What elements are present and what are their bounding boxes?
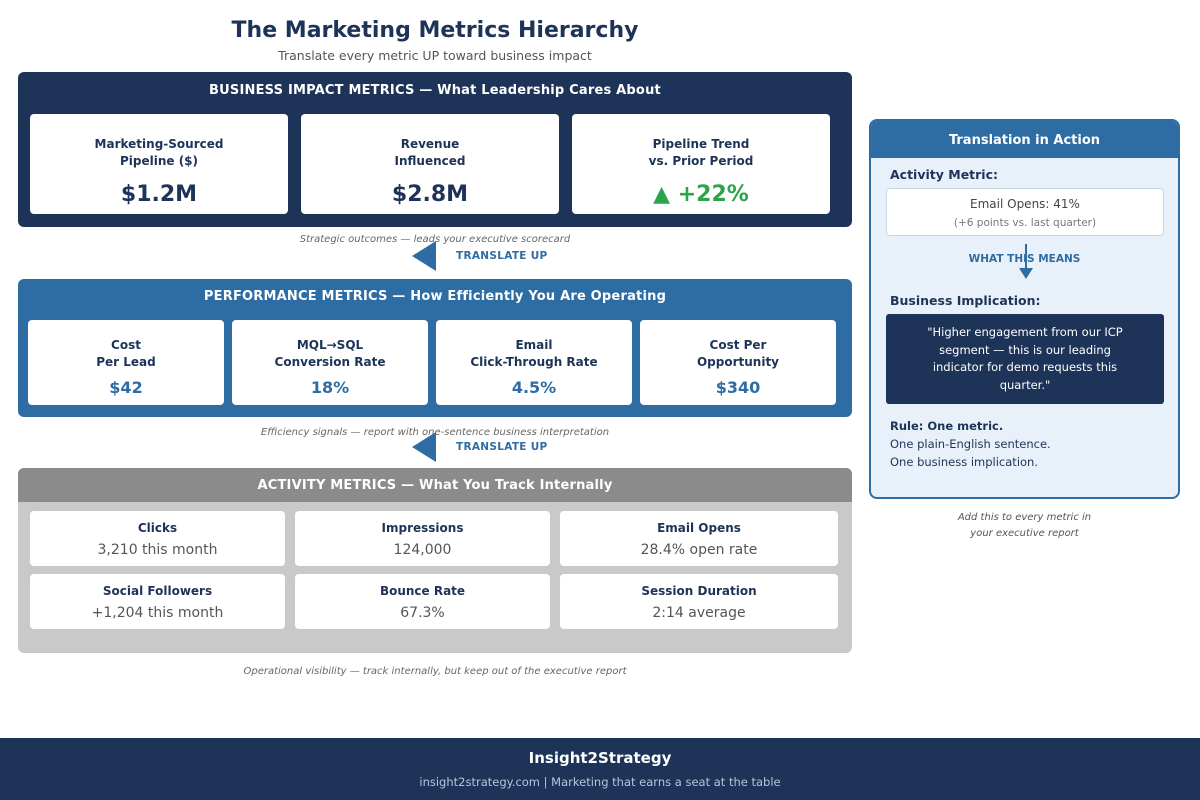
activity-tier: ACTIVITY METRICS — What You Track Intern… <box>18 468 852 653</box>
page-subtitle: Translate every metric UP toward busines… <box>278 48 592 63</box>
metric-card-cost-per-opportunity: Cost Per Opportunity $340 <box>640 320 836 405</box>
metric-label: Pipeline Trend vs. Prior Period <box>648 137 754 168</box>
rule-line: One plain-English sentence. <box>890 437 1051 451</box>
metric-value-trend-up: ▲ +22% <box>653 182 749 207</box>
metric-card-impressions: Impressions 124,000 <box>295 511 550 566</box>
metric-label: Impressions <box>381 521 464 535</box>
metric-value: +1,204 this month <box>91 605 224 621</box>
metric-value: 4.5% <box>511 378 557 397</box>
implication-quote: "Higher engagement from our ICP segment … <box>927 325 1123 392</box>
translate-up-connector-1: TRANSLATE UP <box>412 241 548 271</box>
metric-card-email-opens: Email Opens 28.4% open rate <box>560 511 838 566</box>
activity-metric-box: Email Opens: 41% (+6 points vs. last qua… <box>886 188 1164 236</box>
footer: Insight2Strategy insight2strategy.com | … <box>0 738 1200 800</box>
arrow-left-icon <box>412 241 436 271</box>
metric-label: Clicks <box>137 521 178 535</box>
metric-value: 124,000 <box>393 542 452 558</box>
metric-card-revenue-influenced: Revenue Influenced $2.8M <box>301 114 559 214</box>
arrow-down-icon <box>1019 268 1033 279</box>
metric-card-email-ctr: Email Click-Through Rate 4.5% <box>436 320 632 405</box>
metric-label: Social Followers <box>102 584 213 598</box>
performance-tier: PERFORMANCE METRICS — How Efficiently Yo… <box>18 279 852 417</box>
business-impact-caption: Strategic outcomes — leads your executiv… <box>299 234 571 245</box>
activity-metric-delta: (+6 points vs. last quarter) <box>953 217 1097 229</box>
metric-card-bounce-rate: Bounce Rate 67.3% <box>295 574 550 629</box>
metric-label: Marketing-Sourced Pipeline ($) <box>94 137 224 168</box>
metric-card-cost-per-lead: Cost Per Lead $42 <box>28 320 224 405</box>
metric-value: 67.3% <box>400 605 445 621</box>
activity-metric-value: Email Opens: 41% <box>970 197 1080 211</box>
metric-value: $1.2M <box>120 182 198 207</box>
business-implication-label: Business Implication: <box>890 293 1041 308</box>
metric-card-mql-sql-conversion: MQL→SQL Conversion Rate 18% <box>232 320 428 405</box>
metric-value: $42 <box>109 378 143 397</box>
panel-caption-line: your executive report <box>970 528 1079 539</box>
metric-card-clicks: Clicks 3,210 this month <box>30 511 285 566</box>
performance-header: PERFORMANCE METRICS — How Efficiently Yo… <box>203 289 667 304</box>
metric-label: Email Opens <box>657 521 741 535</box>
metric-card-pipeline-trend: Pipeline Trend vs. Prior Period ▲ +22% <box>572 114 830 214</box>
metric-value: 28.4% open rate <box>640 542 758 558</box>
activity-header: ACTIVITY METRICS — What You Track Intern… <box>18 468 852 502</box>
metric-value: 2:14 average <box>652 605 746 621</box>
metric-label: Revenue Influenced <box>394 137 466 168</box>
rule-line: One business implication. <box>890 455 1038 469</box>
translate-up-label: TRANSLATE UP <box>456 441 548 453</box>
metric-label: MQL→SQL Conversion Rate <box>274 338 386 369</box>
panel-caption: Add this to every metric in your executi… <box>869 510 1180 542</box>
activity-caption: Operational visibility — track internall… <box>243 666 627 677</box>
what-this-means-label: WHAT THIS MEANS <box>968 253 1081 265</box>
business-impact-tier: BUSINESS IMPACT METRICS — What Leadershi… <box>18 72 852 227</box>
footer-link[interactable]: insight2strategy.com | Marketing that ea… <box>419 775 781 789</box>
activity-metric-label: Activity Metric: <box>890 167 999 182</box>
translate-up-connector-2: TRANSLATE UP <box>412 432 548 462</box>
implication-quote-box: "Higher engagement from our ICP segment … <box>886 314 1164 404</box>
metric-value: 3,210 this month <box>97 542 218 558</box>
metric-label: Session Duration <box>641 584 757 598</box>
panel-caption-line: Add this to every metric in <box>957 512 1092 523</box>
metric-label: Cost Per Opportunity <box>696 338 780 369</box>
arrow-left-icon <box>412 432 436 462</box>
metric-value: 18% <box>310 378 350 397</box>
metric-card-social-followers: Social Followers +1,204 this month <box>30 574 285 629</box>
metric-card-session-duration: Session Duration 2:14 average <box>560 574 838 629</box>
translate-up-label: TRANSLATE UP <box>456 250 548 262</box>
arrow-down-shaft <box>1025 244 1027 270</box>
metric-label: Email Click-Through Rate <box>470 338 598 369</box>
translation-panel: Translation in Action Activity Metric: E… <box>869 119 1180 499</box>
metric-label: Bounce Rate <box>379 584 466 598</box>
page-title: The Marketing Metrics Hierarchy <box>231 18 639 43</box>
metric-card-pipeline: Marketing-Sourced Pipeline ($) $1.2M <box>30 114 288 214</box>
rule-block: Rule: One metric. One plain-English sent… <box>890 417 1051 471</box>
metric-value: $2.8M <box>391 182 469 207</box>
metric-value: $340 <box>715 378 761 397</box>
metric-label: Cost Per Lead <box>96 338 156 369</box>
panel-title: Translation in Action <box>871 121 1178 158</box>
business-impact-header: BUSINESS IMPACT METRICS — What Leadershi… <box>209 83 661 98</box>
rule-title: Rule: One metric. <box>890 419 1004 433</box>
footer-brand: Insight2Strategy <box>528 749 672 767</box>
